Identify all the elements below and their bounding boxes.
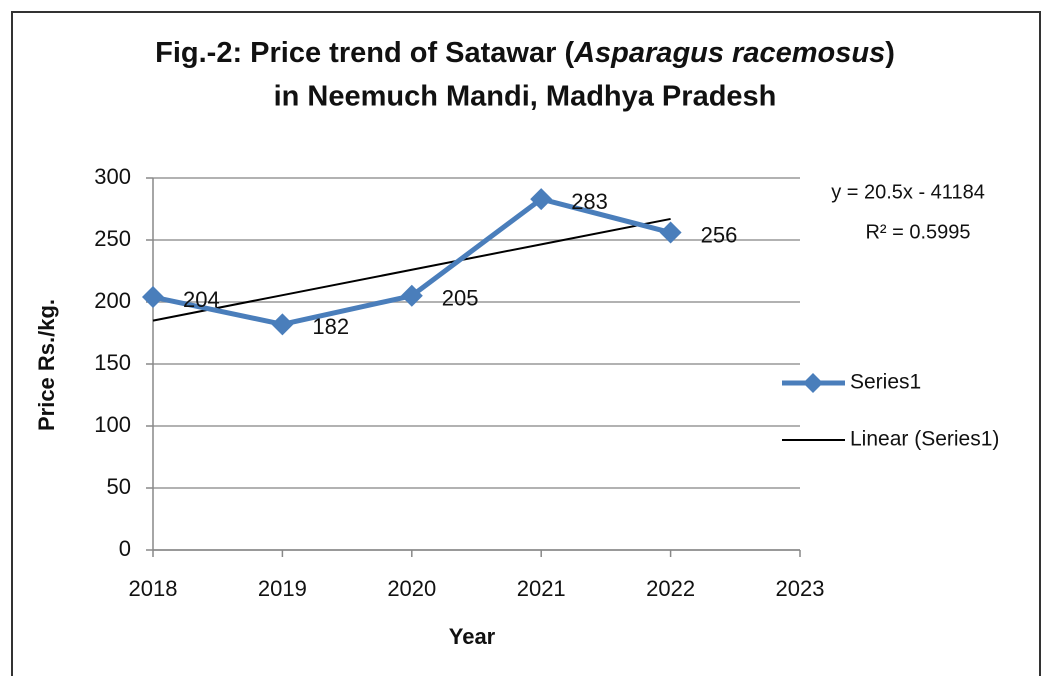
y-tick-label: 200 xyxy=(94,288,131,313)
chart-title: in Neemuch Mandi, Madhya Pradesh xyxy=(274,81,777,113)
trend-line xyxy=(152,217,671,322)
y-tick-label: 300 xyxy=(94,164,131,189)
marker xyxy=(530,188,553,211)
marker xyxy=(400,284,423,307)
y-tick-label: 150 xyxy=(94,350,131,375)
legend-label: Series1 xyxy=(850,371,921,394)
data-label: 204 xyxy=(183,287,220,312)
marker xyxy=(659,221,682,244)
data-label: 182 xyxy=(312,314,349,339)
frame xyxy=(11,11,1041,676)
legend-label: Linear (Series1) xyxy=(850,428,999,451)
marker xyxy=(271,313,294,336)
chart-title: Fig.-2: Price trend of Satawar (Asparagu… xyxy=(155,37,895,69)
marker xyxy=(142,286,164,309)
x-tick-label: 2019 xyxy=(258,576,307,601)
y-axis-label: Price Rs./kg. xyxy=(34,299,59,431)
x-axis-label: Year xyxy=(449,624,496,649)
y-tick-label: 50 xyxy=(107,474,131,499)
x-tick-label: 2021 xyxy=(517,576,566,601)
x-tick-label: 2022 xyxy=(646,576,695,601)
y-tick-label: 0 xyxy=(119,536,131,561)
title-part: Fig.-2: Price trend of Satawar ( xyxy=(155,37,574,69)
data-label: 283 xyxy=(571,189,608,214)
data-label: 256 xyxy=(701,222,738,247)
legend-marker xyxy=(803,373,823,393)
x-tick-label: 2018 xyxy=(129,576,178,601)
title-part: ) xyxy=(885,37,895,69)
x-tick-label: 2020 xyxy=(387,576,436,601)
r-squared: R² = 0.5995 xyxy=(865,221,970,243)
data-label: 205 xyxy=(442,286,479,311)
title-part: Asparagus racemosus xyxy=(573,37,885,69)
x-tick-label: 2023 xyxy=(776,576,825,601)
trend-equation: y = 20.5x - 41184 xyxy=(831,181,985,203)
y-tick-label: 250 xyxy=(94,226,131,251)
y-tick-label: 100 xyxy=(94,412,131,437)
